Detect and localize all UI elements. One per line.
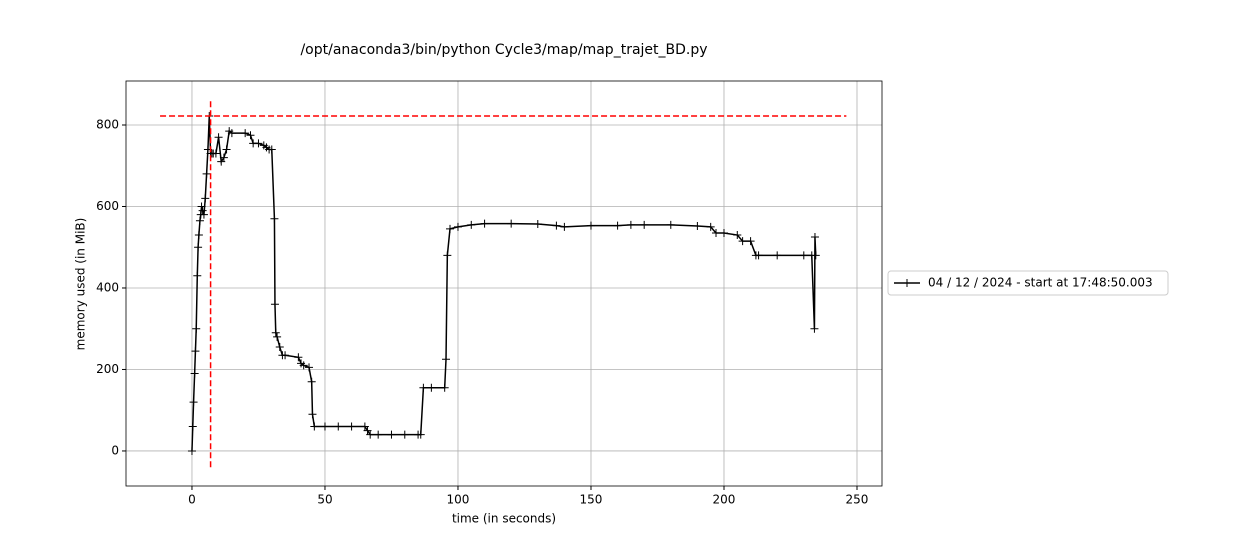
data-marker (712, 228, 721, 237)
y-tick-label: 200 (96, 362, 119, 376)
data-marker (188, 422, 197, 431)
data-marker (217, 157, 226, 166)
legend-box (887, 270, 1169, 296)
data-marker (199, 210, 208, 219)
y-axis-label: memory used (in MiB) (74, 218, 88, 351)
data-marker (533, 220, 542, 229)
data-marker (275, 343, 284, 352)
data-marker (281, 351, 290, 360)
data-marker (246, 131, 255, 140)
data-marker (467, 220, 476, 229)
data-marker (427, 383, 436, 392)
data-marker (219, 153, 228, 162)
data-marker (507, 219, 516, 228)
data-marker (201, 194, 210, 203)
x-tick-label: 250 (846, 493, 869, 507)
data-marker (191, 347, 200, 356)
data-marker (299, 361, 308, 370)
data-marker (198, 206, 207, 215)
data-marker (440, 383, 449, 392)
data-marker (270, 214, 279, 223)
x-axis-label: time (in seconds) (452, 512, 556, 526)
data-marker (733, 231, 742, 240)
data-marker (334, 422, 343, 431)
data-marker (400, 430, 409, 439)
data-marker (254, 139, 263, 148)
data-marker (666, 220, 675, 229)
data-marker (560, 222, 569, 231)
data-marker (347, 422, 356, 431)
legend-label: 04 / 12 / 2024 - start at 17:48:50.003 (928, 276, 1153, 290)
data-marker (211, 149, 220, 158)
data-marker (706, 222, 715, 231)
data-marker (320, 422, 329, 431)
x-tick-label: 150 (580, 493, 603, 507)
x-tick-label: 100 (447, 493, 470, 507)
data-marker (738, 237, 747, 246)
data-marker (586, 221, 595, 230)
legend-marker (903, 279, 911, 287)
x-tick-label: 50 (317, 493, 332, 507)
data-marker (267, 145, 276, 154)
data-marker (271, 328, 280, 337)
data-marker (194, 243, 203, 252)
data-marker (419, 383, 428, 392)
data-marker (640, 220, 649, 229)
data-marker (443, 251, 452, 260)
data-marker (197, 202, 206, 211)
plot-frame (125, 80, 883, 487)
data-marker (360, 422, 369, 431)
data-marker (193, 271, 202, 280)
data-marker (222, 145, 231, 154)
data-marker (187, 446, 196, 455)
data-marker (192, 324, 201, 333)
data-marker (294, 353, 303, 362)
data-marker (214, 133, 223, 142)
data-marker (194, 231, 203, 240)
data-marker (811, 251, 820, 260)
data-marker (202, 169, 211, 178)
data-marker (227, 129, 236, 138)
chart-title: /opt/anaconda3/bin/python Cycle3/map/map… (300, 42, 707, 58)
data-marker (273, 332, 282, 341)
data-marker (626, 220, 635, 229)
data-marker (416, 430, 425, 439)
data-marker (613, 221, 622, 230)
x-tick-label: 0 (188, 493, 196, 507)
y-tick-label: 800 (96, 118, 119, 132)
data-marker (189, 398, 198, 407)
data-marker (480, 219, 489, 228)
y-tick-label: 400 (96, 280, 119, 294)
data-marker (387, 430, 396, 439)
data-marker (305, 363, 314, 372)
data-line (191, 116, 817, 451)
data-marker (810, 233, 819, 242)
y-tick-label: 600 (96, 199, 119, 213)
data-marker (799, 251, 808, 260)
data-marker (366, 430, 375, 439)
data-marker (442, 355, 451, 364)
data-marker (552, 221, 561, 230)
data-marker (810, 324, 819, 333)
x-tick-label: 200 (713, 493, 736, 507)
data-marker (270, 300, 279, 309)
data-marker (307, 377, 316, 386)
data-marker (746, 237, 755, 246)
data-marker (446, 224, 454, 233)
y-tick-label: 0 (111, 443, 119, 457)
data-marker (195, 216, 204, 225)
data-marker (374, 430, 383, 439)
data-marker (241, 129, 250, 138)
data-marker (308, 410, 317, 419)
data-marker (310, 422, 319, 431)
data-marker (773, 251, 782, 260)
data-marker (363, 426, 372, 435)
data-marker (693, 222, 702, 231)
data-marker (453, 222, 462, 231)
data-marker (754, 251, 763, 260)
data-marker (719, 228, 728, 237)
data-marker (190, 369, 199, 378)
